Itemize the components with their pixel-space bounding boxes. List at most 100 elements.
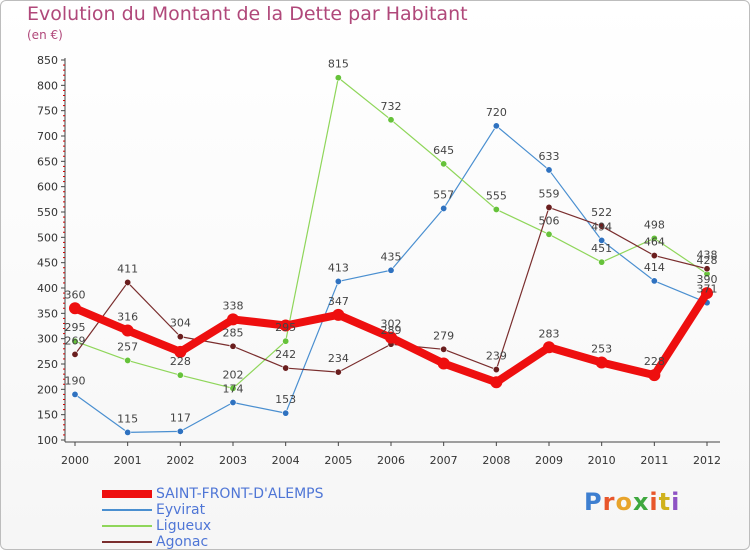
data-point bbox=[543, 341, 555, 354]
legend-swatch bbox=[102, 509, 152, 511]
y-tick-label: 650 bbox=[37, 155, 58, 168]
data-point bbox=[334, 368, 342, 376]
data-label: 228 bbox=[644, 355, 665, 368]
y-tick-label: 500 bbox=[37, 231, 58, 244]
legend-label: Eyvirat bbox=[156, 502, 206, 518]
logo-letter: i bbox=[649, 488, 659, 516]
data-label: 239 bbox=[486, 350, 507, 363]
data-point bbox=[648, 369, 661, 382]
y-tick-label: 250 bbox=[37, 358, 58, 371]
data-point bbox=[545, 230, 553, 238]
x-tick-label: 2011 bbox=[640, 454, 668, 467]
data-point bbox=[176, 371, 184, 379]
data-label: 242 bbox=[275, 348, 296, 361]
data-point bbox=[387, 116, 395, 124]
x-tick-label: 2002 bbox=[166, 454, 194, 467]
chart-subtitle: (en €) bbox=[27, 28, 63, 42]
logo-letter: P bbox=[584, 488, 603, 516]
data-label: 557 bbox=[433, 188, 454, 201]
data-label: 190 bbox=[65, 374, 86, 387]
legend-label: SAINT-FRONT-D'ALEMPS bbox=[156, 486, 324, 502]
data-label: 390 bbox=[697, 273, 718, 286]
data-point bbox=[385, 331, 397, 344]
data-point bbox=[492, 122, 500, 130]
data-point bbox=[598, 236, 606, 244]
legend-item: Agonac bbox=[102, 534, 324, 550]
y-tick-label: 700 bbox=[37, 130, 58, 143]
data-label: 451 bbox=[591, 242, 612, 255]
axes: 100 150 200 250 300 350 400 450 500 550 600 650 700 7… bbox=[37, 54, 721, 467]
logo-letter: t bbox=[658, 488, 672, 516]
data-label: 494 bbox=[591, 220, 612, 233]
data-point bbox=[650, 252, 658, 260]
data-point bbox=[229, 399, 237, 407]
legend: SAINT-FRONT-D'ALEMPS Eyvirat Ligueux Agonac bbox=[102, 486, 324, 550]
data-label: 555 bbox=[486, 189, 507, 202]
data-label: 338 bbox=[223, 299, 244, 312]
data-label: 428 bbox=[697, 254, 718, 267]
x-tick-label: 2010 bbox=[588, 454, 616, 467]
data-point bbox=[545, 166, 553, 174]
data-label: 498 bbox=[644, 218, 665, 231]
data-point bbox=[229, 342, 237, 350]
data-label: 464 bbox=[644, 236, 665, 249]
series-line bbox=[74, 125, 708, 433]
data-label: 253 bbox=[591, 342, 612, 355]
data-label: 522 bbox=[591, 206, 612, 219]
y-tick-label: 850 bbox=[37, 54, 58, 67]
data-point bbox=[279, 319, 292, 332]
legend-swatch bbox=[102, 490, 152, 498]
y-tick-label: 350 bbox=[37, 307, 58, 320]
y-tick-label: 200 bbox=[37, 383, 58, 396]
data-point bbox=[440, 345, 448, 353]
data-point bbox=[387, 266, 395, 274]
data-point bbox=[71, 337, 79, 345]
x-tick-label: 2008 bbox=[482, 454, 510, 467]
data-label: 283 bbox=[539, 327, 560, 340]
data-point bbox=[282, 409, 290, 417]
data-label: 269 bbox=[65, 334, 86, 347]
data-point bbox=[650, 234, 658, 242]
data-label: 202 bbox=[223, 368, 244, 381]
data-point bbox=[334, 74, 342, 82]
data-point bbox=[176, 333, 184, 341]
x-tick-label: 2005 bbox=[324, 454, 352, 467]
data-label: 117 bbox=[170, 411, 191, 424]
data-point bbox=[492, 205, 500, 213]
data-point bbox=[71, 350, 79, 358]
data-label: 347 bbox=[328, 295, 349, 308]
data-point bbox=[227, 313, 239, 326]
data-label: 360 bbox=[65, 288, 86, 301]
x-tick-label: 2003 bbox=[219, 454, 247, 467]
data-point bbox=[282, 337, 290, 345]
data-label: 302 bbox=[381, 318, 402, 331]
data-label: 815 bbox=[328, 58, 349, 71]
data-point bbox=[334, 277, 342, 285]
data-label: 279 bbox=[433, 329, 454, 342]
data-point bbox=[595, 356, 608, 369]
x-tick-label: 2007 bbox=[430, 454, 458, 467]
x-tick-label: 2001 bbox=[114, 454, 142, 467]
y-tick-label: 300 bbox=[37, 333, 58, 346]
data-label: 257 bbox=[117, 340, 138, 353]
data-point bbox=[282, 364, 290, 372]
data-label: 413 bbox=[328, 261, 349, 274]
data-label: 414 bbox=[644, 261, 665, 274]
data-label: 174 bbox=[223, 383, 244, 396]
x-tick-label: 2012 bbox=[693, 454, 721, 467]
logo-letter: x bbox=[632, 488, 650, 516]
y-tick-label: 100 bbox=[37, 434, 58, 447]
data-label: 506 bbox=[539, 214, 560, 227]
y-tick-label: 550 bbox=[37, 206, 58, 219]
data-point bbox=[703, 265, 711, 273]
legend-swatch bbox=[102, 541, 152, 543]
data-point bbox=[176, 427, 184, 435]
y-tick-label: 150 bbox=[37, 409, 58, 422]
data-label: 304 bbox=[170, 317, 191, 330]
logo-letter: o bbox=[615, 488, 633, 516]
legend-swatch bbox=[102, 525, 152, 527]
data-label: 559 bbox=[539, 187, 560, 200]
data-label: 732 bbox=[381, 100, 402, 113]
data-point bbox=[598, 222, 606, 230]
